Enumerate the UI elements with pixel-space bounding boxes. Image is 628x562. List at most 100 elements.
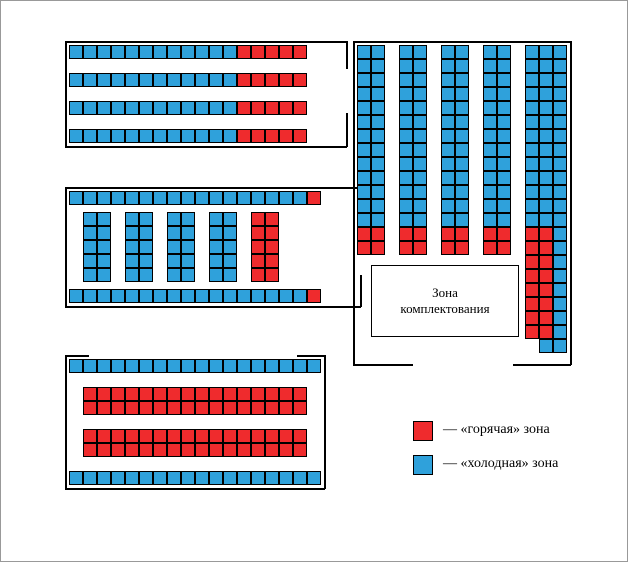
cell-cold <box>97 289 111 303</box>
cell-cold <box>539 199 553 213</box>
cell-cold <box>293 471 307 485</box>
cell-hot <box>539 311 553 325</box>
cell-hot <box>265 45 279 59</box>
layout-A-bracket-edge <box>346 41 348 69</box>
cell-cold <box>97 212 111 226</box>
cell-cold <box>181 212 195 226</box>
cell-cold <box>97 226 111 240</box>
cell-cold <box>125 129 139 143</box>
cell-cold <box>371 59 385 73</box>
cell-cold <box>413 185 427 199</box>
cell-hot <box>251 240 265 254</box>
cell-cold <box>181 101 195 115</box>
cell-cold <box>539 45 553 59</box>
cell-hot <box>279 429 293 443</box>
cell-hot <box>307 191 321 205</box>
cell-hot <box>251 401 265 415</box>
cell-cold <box>125 289 139 303</box>
layout-B-strip-8 <box>209 212 223 282</box>
cell-cold <box>399 45 413 59</box>
cell-cold <box>97 191 111 205</box>
cell-hot <box>153 401 167 415</box>
cell-hot <box>483 241 497 255</box>
cell-cold <box>357 87 371 101</box>
cell-cold <box>413 101 427 115</box>
cell-hot <box>265 212 279 226</box>
layout-D-strip-8 <box>525 45 539 339</box>
cell-cold <box>441 73 455 87</box>
cell-cold <box>97 240 111 254</box>
cell-cold <box>139 129 153 143</box>
cell-hot <box>265 443 279 457</box>
cell-hot <box>223 387 237 401</box>
layout-B-bracket-edge <box>65 187 67 307</box>
cell-cold <box>265 191 279 205</box>
cell-hot <box>251 443 265 457</box>
cell-cold <box>371 157 385 171</box>
cell-cold <box>83 254 97 268</box>
cell-cold <box>153 359 167 373</box>
cell-hot <box>167 387 181 401</box>
cell-cold <box>223 101 237 115</box>
layout-C-strip-3 <box>83 429 307 443</box>
cell-cold <box>111 73 125 87</box>
cell-cold <box>357 143 371 157</box>
cell-cold <box>97 129 111 143</box>
cell-cold <box>455 171 469 185</box>
cell-cold <box>399 185 413 199</box>
cell-hot <box>413 227 427 241</box>
cell-cold <box>307 359 321 373</box>
cell-cold <box>139 268 153 282</box>
cell-cold <box>553 185 567 199</box>
cell-cold <box>497 45 511 59</box>
cell-cold <box>111 359 125 373</box>
diagram-stage: Зона комплектования— «горячая» зона— «хо… <box>0 0 628 562</box>
cell-hot <box>539 297 553 311</box>
layout-B-bracket-edge <box>65 187 361 189</box>
cell-cold <box>167 359 181 373</box>
layout-D-bracket-edge <box>513 364 571 366</box>
cell-cold <box>553 73 567 87</box>
cell-cold <box>539 213 553 227</box>
cell-hot <box>181 401 195 415</box>
cell-cold <box>223 268 237 282</box>
cell-hot <box>539 269 553 283</box>
cell-hot <box>279 129 293 143</box>
cell-cold <box>209 129 223 143</box>
cell-hot <box>251 226 265 240</box>
cell-cold <box>455 59 469 73</box>
cell-cold <box>371 101 385 115</box>
cell-hot <box>139 401 153 415</box>
cell-cold <box>209 289 223 303</box>
cell-cold <box>83 73 97 87</box>
cell-cold <box>553 87 567 101</box>
cell-cold <box>83 191 97 205</box>
cell-cold <box>371 87 385 101</box>
cell-cold <box>371 45 385 59</box>
cell-hot <box>167 443 181 457</box>
cell-hot <box>293 45 307 59</box>
cell-hot <box>111 401 125 415</box>
cell-cold <box>483 157 497 171</box>
cell-cold <box>357 59 371 73</box>
cell-cold <box>69 73 83 87</box>
cell-cold <box>525 171 539 185</box>
cell-cold <box>139 73 153 87</box>
cell-cold <box>209 240 223 254</box>
cell-hot <box>525 241 539 255</box>
cell-hot <box>195 429 209 443</box>
cell-cold <box>125 45 139 59</box>
layout-D-strip-9 <box>539 45 553 353</box>
cell-cold <box>97 45 111 59</box>
cell-hot <box>265 429 279 443</box>
legend-label-hot: — «горячая» зона <box>443 422 550 439</box>
cell-hot <box>497 227 511 241</box>
cell-cold <box>539 339 553 353</box>
cell-hot <box>139 387 153 401</box>
layout-C-bracket-edge <box>65 355 89 357</box>
cell-hot <box>265 401 279 415</box>
cell-cold <box>125 240 139 254</box>
cell-hot <box>251 73 265 87</box>
cell-hot <box>307 289 321 303</box>
layout-A-strip-0 <box>69 45 307 59</box>
